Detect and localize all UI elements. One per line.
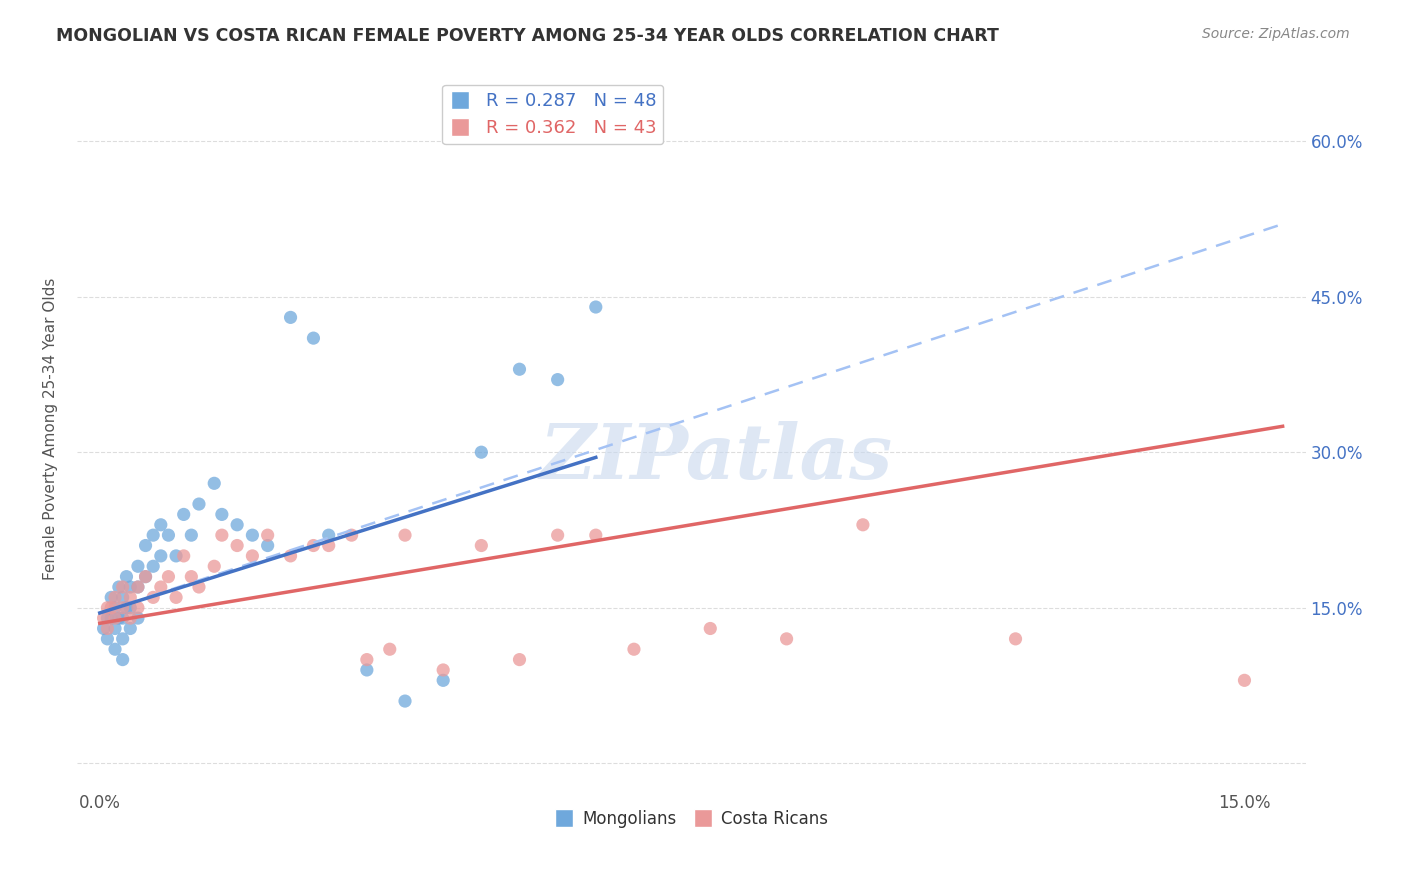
Point [188, 497, 211, 511]
Point [470, 445, 492, 459]
Point [149, 580, 172, 594]
Point [180, 528, 202, 542]
Point [211, 528, 233, 542]
Point [180, 569, 202, 583]
Point [127, 611, 149, 625]
Point [104, 622, 127, 636]
Point [202, 476, 225, 491]
Y-axis label: Female Poverty Among 25-34 Year Olds: Female Poverty Among 25-34 Year Olds [44, 277, 58, 580]
Point [96, 611, 118, 625]
Point [470, 539, 492, 553]
Point [356, 663, 378, 677]
Point [120, 611, 142, 625]
Point [852, 517, 875, 532]
Point [104, 611, 127, 625]
Point [699, 622, 721, 636]
Point [93, 611, 115, 625]
Point [120, 591, 142, 605]
Point [111, 600, 134, 615]
Point [104, 600, 127, 615]
Point [188, 580, 211, 594]
Point [318, 528, 340, 542]
Point [149, 549, 172, 563]
Point [100, 591, 122, 605]
Point [157, 569, 180, 583]
Point [120, 622, 142, 636]
Point [226, 517, 249, 532]
Point [508, 652, 530, 666]
Legend: Mongolians, Costa Ricans: Mongolians, Costa Ricans [547, 804, 835, 835]
Point [135, 539, 157, 553]
Point [149, 517, 172, 532]
Point [96, 600, 118, 615]
Point [104, 591, 127, 605]
Point [135, 569, 157, 583]
Point [256, 539, 278, 553]
Point [108, 580, 131, 594]
Point [111, 652, 134, 666]
Point [120, 600, 142, 615]
Point [104, 642, 127, 657]
Text: ZIPatlas: ZIPatlas [540, 421, 893, 495]
Point [340, 528, 363, 542]
Point [1004, 632, 1026, 646]
Point [115, 569, 138, 583]
Point [165, 591, 187, 605]
Point [378, 642, 401, 657]
Point [226, 539, 249, 553]
Point [242, 549, 264, 563]
Point [585, 300, 607, 314]
Point [547, 528, 569, 542]
Point [142, 559, 165, 574]
Point [256, 528, 278, 542]
Point [775, 632, 797, 646]
Point [394, 528, 416, 542]
Point [111, 580, 134, 594]
Point [100, 611, 122, 625]
Point [211, 508, 233, 522]
Point [173, 508, 195, 522]
Point [318, 539, 340, 553]
Point [202, 559, 225, 574]
Point [142, 591, 165, 605]
Point [93, 622, 115, 636]
Text: Source: ZipAtlas.com: Source: ZipAtlas.com [1202, 27, 1350, 41]
Point [100, 600, 122, 615]
Point [127, 559, 149, 574]
Point [280, 549, 302, 563]
Point [111, 611, 134, 625]
Point [623, 642, 645, 657]
Point [127, 580, 149, 594]
Point [127, 600, 149, 615]
Point [280, 310, 302, 325]
Point [356, 652, 378, 666]
Point [302, 539, 325, 553]
Point [127, 580, 149, 594]
Point [157, 528, 180, 542]
Point [96, 632, 118, 646]
Point [432, 673, 454, 688]
Point [173, 549, 195, 563]
Point [302, 331, 325, 345]
Point [547, 373, 569, 387]
Point [135, 569, 157, 583]
Point [394, 694, 416, 708]
Point [1233, 673, 1256, 688]
Point [120, 580, 142, 594]
Point [115, 600, 138, 615]
Point [108, 611, 131, 625]
Point [165, 549, 187, 563]
Point [585, 528, 607, 542]
Point [508, 362, 530, 376]
Text: MONGOLIAN VS COSTA RICAN FEMALE POVERTY AMONG 25-34 YEAR OLDS CORRELATION CHART: MONGOLIAN VS COSTA RICAN FEMALE POVERTY … [56, 27, 1000, 45]
Point [242, 528, 264, 542]
Point [111, 591, 134, 605]
Point [432, 663, 454, 677]
Point [111, 632, 134, 646]
Point [142, 528, 165, 542]
Point [96, 622, 118, 636]
